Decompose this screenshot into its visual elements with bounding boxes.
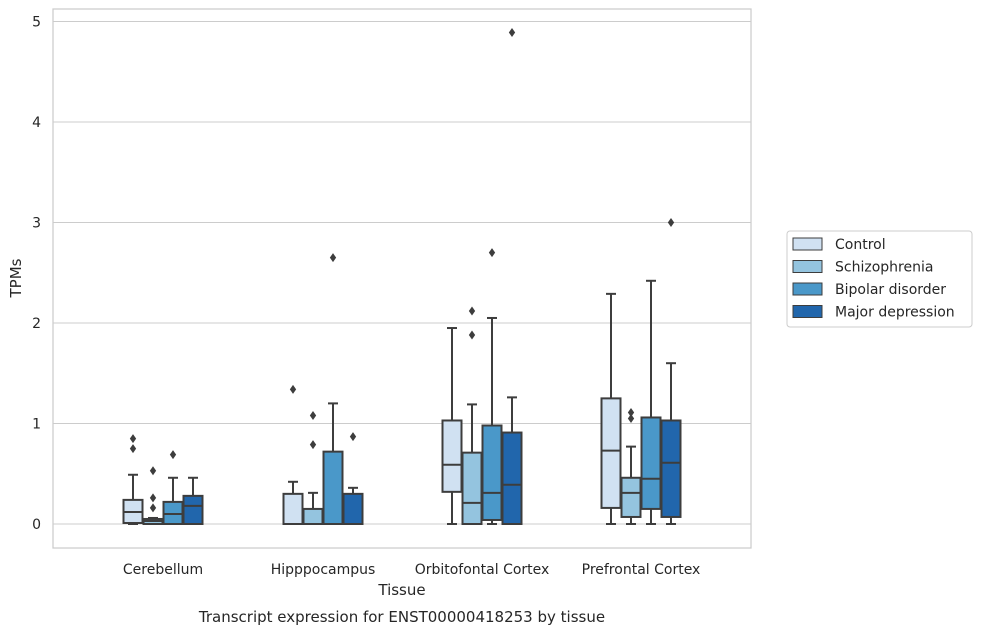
x-tick-label: Hipppocampus [271, 562, 376, 578]
box-control-1 [282, 384, 304, 526]
box-bipolar-disorder-3 [640, 279, 662, 525]
outlier-point [129, 434, 137, 444]
x-axis-label: Tissue [377, 581, 425, 599]
legend-swatch [792, 260, 823, 273]
x-tick-label: Cerebellum [123, 562, 203, 578]
y-axis-label: TPMs [7, 258, 25, 298]
box-iqr [501, 431, 523, 526]
box-iqr [342, 492, 364, 526]
outlier-point [508, 28, 516, 38]
outlier-point [488, 248, 496, 258]
legend: Control Schizophrenia Bipolar disorder Majo… [786, 230, 973, 328]
y-tick-label: 1 [32, 417, 41, 433]
box-iqr [182, 494, 204, 525]
box-iqr [322, 450, 344, 526]
box-iqr [302, 507, 324, 525]
y-tick-label: 4 [32, 115, 41, 131]
y-tick-label: 2 [32, 316, 41, 332]
box-bipolar-disorder-1 [322, 253, 344, 526]
outlier-point [349, 432, 357, 442]
chart-caption: Transcript expression for ENST0000041825… [198, 608, 605, 626]
box-schizophrenia-1 [302, 410, 324, 525]
box-iqr [600, 397, 622, 509]
box-schizophrenia-2 [461, 306, 483, 525]
outlier-point [129, 444, 137, 454]
box-control-3 [600, 292, 622, 525]
box-iqr [441, 419, 463, 493]
outlier-point [329, 253, 337, 263]
box-iqr [461, 451, 483, 525]
outlier-point [149, 466, 157, 476]
x-tick-label: Orbitofontal Cortex [415, 562, 550, 578]
legend-swatch [792, 237, 823, 251]
legend-label: Schizophrenia [835, 260, 933, 276]
x-tick-label: Prefrontal Cortex [582, 562, 701, 578]
box-iqr [660, 419, 682, 518]
box-iqr [282, 492, 304, 526]
legend-swatch [792, 305, 823, 318]
y-tick-label: 5 [32, 15, 41, 31]
legend-label: Major depression [835, 305, 955, 321]
box-iqr [640, 416, 662, 510]
box-iqr [162, 500, 184, 526]
outlier-point [149, 493, 157, 503]
box-bipolar-disorder-2 [481, 248, 503, 525]
outlier-point [627, 407, 635, 417]
legend-label: Control [835, 237, 886, 253]
legend-frame [786, 230, 973, 328]
box-schizophrenia-0 [142, 466, 164, 525]
box-control-2 [441, 327, 463, 525]
plot-area-frame [52, 8, 752, 549]
legend-label: Bipolar disorder [835, 282, 946, 298]
box-major-depression-3 [660, 218, 682, 525]
outlier-point [468, 306, 476, 316]
box-iqr [481, 424, 503, 521]
outlier-point [309, 410, 317, 420]
box-bipolar-disorder-0 [162, 450, 184, 526]
outlier-point [667, 218, 675, 227]
outlier-point [169, 450, 177, 460]
box-control-0 [122, 434, 144, 525]
y-axis-ticks: 0 1 2 3 4 5 [32, 15, 41, 534]
outlier-point [468, 330, 476, 340]
outlier-point [627, 413, 635, 423]
outlier-point [309, 440, 317, 450]
box-major-depression-2 [501, 28, 523, 526]
outlier-point [149, 503, 157, 513]
box-schizophrenia-3 [620, 407, 642, 525]
legend-swatch [792, 282, 823, 296]
y-tick-label: 3 [32, 216, 41, 232]
y-tick-label: 0 [32, 517, 41, 533]
box-iqr [620, 476, 642, 518]
x-axis-ticks: Cerebellum Hipppocampus Orbitofontal Corte… [123, 562, 700, 578]
box-major-depression-1 [342, 432, 364, 526]
box-major-depression-0 [182, 476, 204, 525]
outlier-point [289, 384, 297, 394]
boxes [122, 28, 682, 526]
